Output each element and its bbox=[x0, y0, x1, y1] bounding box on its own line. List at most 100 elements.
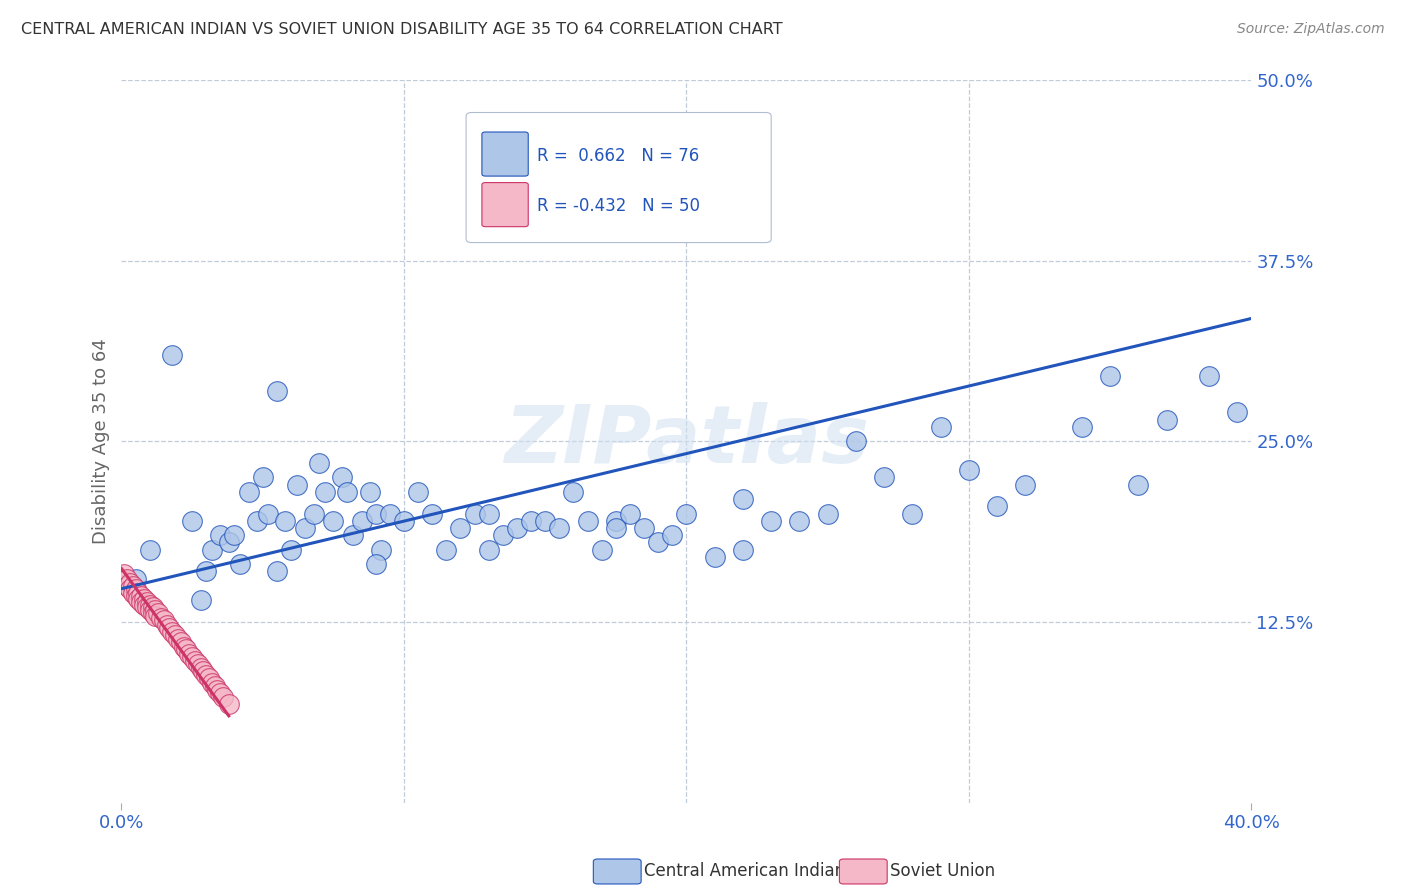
Point bbox=[181, 649, 204, 664]
Point bbox=[207, 682, 229, 697]
Point bbox=[224, 528, 246, 542]
Point bbox=[112, 574, 135, 589]
Point bbox=[1014, 477, 1036, 491]
Point bbox=[929, 420, 952, 434]
Text: Source: ZipAtlas.com: Source: ZipAtlas.com bbox=[1237, 22, 1385, 37]
Text: Soviet Union: Soviet Union bbox=[890, 863, 995, 880]
Point bbox=[115, 579, 138, 593]
Point bbox=[181, 514, 204, 528]
Point bbox=[132, 591, 155, 606]
Point bbox=[143, 609, 166, 624]
FancyBboxPatch shape bbox=[465, 112, 770, 243]
Point bbox=[165, 628, 187, 642]
Point bbox=[285, 477, 308, 491]
Point bbox=[359, 484, 381, 499]
Point bbox=[129, 595, 152, 609]
Point bbox=[901, 507, 924, 521]
Point bbox=[153, 614, 176, 628]
FancyBboxPatch shape bbox=[482, 132, 529, 176]
Point bbox=[127, 586, 149, 600]
Point bbox=[209, 528, 232, 542]
Point bbox=[464, 507, 486, 521]
Point bbox=[274, 514, 297, 528]
Point bbox=[201, 675, 224, 690]
Point bbox=[118, 582, 141, 596]
Point bbox=[184, 654, 207, 668]
Text: R = -0.432   N = 50: R = -0.432 N = 50 bbox=[537, 197, 700, 216]
Text: R =  0.662   N = 76: R = 0.662 N = 76 bbox=[537, 147, 700, 165]
Y-axis label: Disability Age 35 to 64: Disability Age 35 to 64 bbox=[93, 338, 110, 544]
Point bbox=[957, 463, 980, 477]
Point bbox=[159, 621, 181, 635]
Point bbox=[167, 632, 190, 647]
Point bbox=[330, 470, 353, 484]
Point bbox=[302, 507, 325, 521]
Text: CENTRAL AMERICAN INDIAN VS SOVIET UNION DISABILITY AGE 35 TO 64 CORRELATION CHAR: CENTRAL AMERICAN INDIAN VS SOVIET UNION … bbox=[21, 22, 783, 37]
Point bbox=[633, 521, 655, 535]
FancyBboxPatch shape bbox=[482, 183, 529, 227]
Point bbox=[190, 661, 212, 675]
Point bbox=[605, 514, 627, 528]
Point bbox=[173, 640, 195, 654]
Point bbox=[209, 686, 232, 700]
Point bbox=[364, 557, 387, 571]
Point bbox=[218, 698, 240, 712]
Point bbox=[190, 593, 212, 607]
Point bbox=[759, 514, 782, 528]
Point bbox=[121, 586, 143, 600]
Point bbox=[201, 542, 224, 557]
Point bbox=[1071, 420, 1094, 434]
Point bbox=[150, 610, 173, 624]
Point bbox=[1156, 412, 1178, 426]
Point bbox=[731, 492, 754, 507]
Point bbox=[986, 500, 1008, 514]
Point bbox=[195, 668, 218, 682]
Text: ZIPatlas: ZIPatlas bbox=[503, 402, 869, 480]
Point bbox=[195, 565, 218, 579]
Point bbox=[143, 603, 166, 617]
Point bbox=[703, 549, 725, 564]
Point bbox=[124, 572, 146, 586]
Point bbox=[212, 690, 235, 704]
Point bbox=[1198, 369, 1220, 384]
Point bbox=[204, 679, 226, 693]
Point bbox=[198, 671, 221, 685]
Point bbox=[449, 521, 471, 535]
Point bbox=[170, 635, 193, 649]
Point bbox=[115, 572, 138, 586]
Point bbox=[257, 507, 280, 521]
Point bbox=[280, 542, 302, 557]
Point bbox=[506, 521, 529, 535]
Point bbox=[127, 591, 149, 606]
Point bbox=[873, 470, 896, 484]
Point bbox=[370, 542, 392, 557]
Point bbox=[266, 565, 288, 579]
Point bbox=[392, 514, 415, 528]
Point bbox=[817, 507, 839, 521]
Point bbox=[314, 484, 336, 499]
Point bbox=[193, 664, 215, 678]
Point bbox=[135, 595, 157, 609]
Point bbox=[520, 514, 543, 528]
Point bbox=[342, 528, 364, 542]
Point bbox=[266, 384, 288, 398]
Point bbox=[731, 542, 754, 557]
Point bbox=[322, 514, 344, 528]
Point bbox=[548, 521, 571, 535]
Point bbox=[187, 657, 209, 671]
Point bbox=[110, 572, 132, 586]
Point bbox=[406, 484, 429, 499]
Point bbox=[124, 589, 146, 603]
Point bbox=[478, 507, 501, 521]
Point bbox=[238, 484, 260, 499]
Point bbox=[162, 348, 184, 362]
Point bbox=[576, 514, 599, 528]
Point bbox=[156, 617, 179, 632]
Point bbox=[121, 579, 143, 593]
Point bbox=[132, 598, 155, 612]
Point bbox=[141, 600, 163, 615]
Point bbox=[478, 542, 501, 557]
Point bbox=[789, 514, 811, 528]
Point bbox=[562, 484, 585, 499]
Point bbox=[141, 607, 163, 621]
